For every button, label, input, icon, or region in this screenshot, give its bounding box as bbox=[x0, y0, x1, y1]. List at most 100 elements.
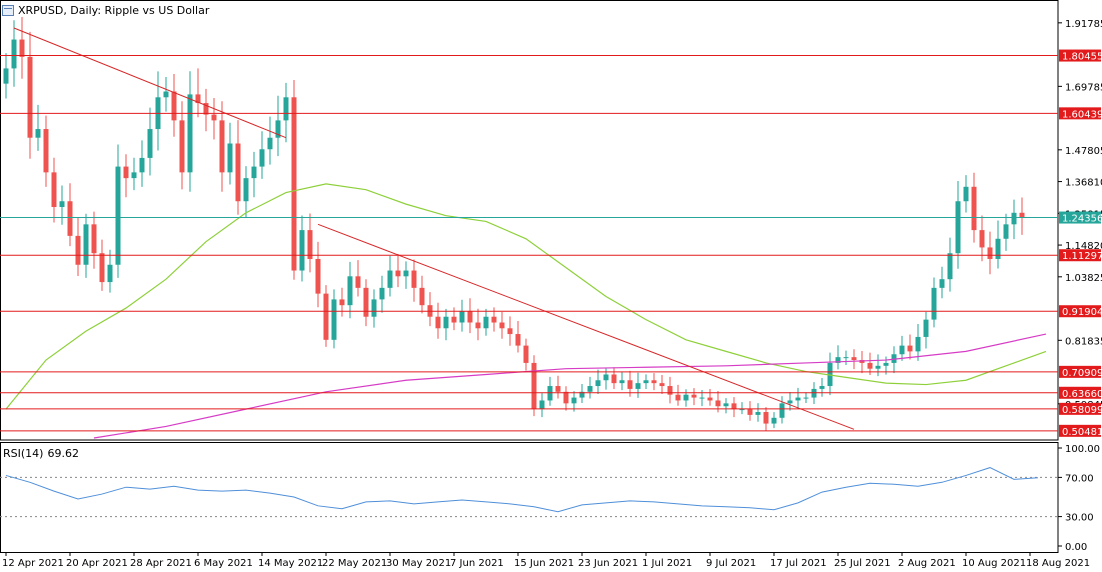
candle-body bbox=[387, 270, 393, 288]
candle-body bbox=[483, 316, 489, 329]
candle-body bbox=[939, 279, 945, 288]
candle-body bbox=[459, 310, 465, 323]
time-tick-label: 12 Apr 2021 bbox=[2, 558, 64, 569]
candle-body bbox=[955, 201, 961, 254]
level-tag bbox=[1059, 424, 1101, 437]
candle-body bbox=[1019, 212, 1025, 218]
candle-body bbox=[851, 357, 857, 361]
candle-body bbox=[307, 230, 313, 259]
candle-body bbox=[219, 120, 225, 173]
level-tag bbox=[1059, 305, 1101, 318]
candle-body bbox=[115, 166, 121, 265]
time-tick-label: 28 Apr 2021 bbox=[130, 558, 192, 569]
candle-body bbox=[979, 230, 985, 248]
trendline bbox=[317, 223, 855, 430]
level-tag-label: 0.70909 bbox=[1062, 368, 1102, 379]
candle-body bbox=[347, 276, 353, 306]
price-tick-label: 0.81835 bbox=[1065, 336, 1102, 347]
candle-body bbox=[723, 403, 729, 407]
level-tag-label: 1.11297 bbox=[1062, 251, 1102, 262]
chart-title-bar: XRPUSD, Daily: Ripple vs US Dollar bbox=[2, 2, 209, 18]
level-tag bbox=[1059, 386, 1101, 399]
candle-body bbox=[875, 365, 881, 369]
level-tag bbox=[1059, 249, 1101, 262]
price-tick-label: 1.69785 bbox=[1065, 82, 1102, 93]
candle-body bbox=[283, 97, 289, 121]
chart-title: XRPUSD, Daily: Ripple vs US Dollar bbox=[18, 3, 210, 17]
candle-body bbox=[451, 316, 457, 323]
candle-body bbox=[411, 270, 417, 288]
candle-body bbox=[35, 129, 41, 138]
candle-body bbox=[299, 230, 305, 271]
time-tick-label: 2 Aug 2021 bbox=[898, 558, 956, 569]
candle-body bbox=[43, 129, 49, 173]
candle-body bbox=[83, 224, 89, 265]
level-tag bbox=[1059, 402, 1101, 415]
rsi-plot-frame bbox=[0, 442, 1059, 553]
level-tag bbox=[1059, 107, 1101, 120]
candle-body bbox=[379, 287, 385, 300]
main-plot-frame bbox=[0, 0, 1059, 441]
candle-body bbox=[291, 97, 297, 271]
candle-body bbox=[419, 287, 425, 306]
candle-body bbox=[635, 383, 641, 389]
level-tag-label: 0.50481 bbox=[1062, 427, 1102, 438]
candle-body bbox=[907, 345, 913, 352]
price-tick-label: 1.47805 bbox=[1065, 146, 1102, 157]
candle-body bbox=[59, 201, 65, 208]
candle-body bbox=[523, 345, 529, 363]
candle-body bbox=[139, 157, 145, 173]
time-tick-label: 9 Jul 2021 bbox=[706, 558, 756, 569]
candle-body bbox=[555, 386, 561, 392]
level-tag-label: 0.58099 bbox=[1062, 405, 1102, 416]
candle-body bbox=[147, 129, 153, 158]
rsi-name: RSI(14) bbox=[3, 447, 44, 460]
rsi-tick-label: 100.00 bbox=[1065, 444, 1100, 455]
time-tick-label: 18 Aug 2021 bbox=[1026, 558, 1090, 569]
candle-body bbox=[699, 397, 705, 399]
trendline bbox=[13, 27, 287, 139]
candle-body bbox=[603, 374, 609, 381]
candle-body bbox=[251, 166, 257, 179]
candle-body bbox=[403, 270, 409, 277]
candle-body bbox=[563, 391, 569, 404]
level-tag bbox=[1059, 49, 1101, 62]
candle-body bbox=[515, 334, 521, 346]
time-tick-label: 14 May 2021 bbox=[258, 558, 323, 569]
candle-body bbox=[995, 238, 1001, 259]
candle-body bbox=[171, 91, 177, 121]
candle-body bbox=[355, 276, 361, 288]
rsi-label: RSI(14) 69.62 bbox=[3, 447, 79, 460]
rsi-tick-label: 70.00 bbox=[1065, 473, 1094, 484]
candle-body bbox=[315, 258, 321, 294]
time-tick-label: 1 Jul 2021 bbox=[642, 558, 692, 569]
level-tag-label: 1.80455 bbox=[1062, 52, 1102, 63]
candle-body bbox=[739, 409, 745, 411]
candle-body bbox=[331, 299, 337, 340]
candle-body bbox=[75, 235, 81, 265]
time-tick-label: 10 Aug 2021 bbox=[962, 558, 1026, 569]
candle-body bbox=[267, 137, 273, 150]
candle-body bbox=[323, 293, 329, 340]
candle-body bbox=[715, 400, 721, 407]
candle-body bbox=[899, 345, 905, 355]
candle-body bbox=[395, 270, 401, 277]
time-tick-label: 23 Jun 2021 bbox=[578, 558, 638, 569]
candle-body bbox=[187, 94, 193, 173]
window-icon bbox=[2, 4, 14, 16]
candle-body bbox=[795, 397, 801, 401]
candle-body bbox=[51, 172, 57, 208]
candle-body bbox=[123, 166, 129, 179]
rsi-value: 69.62 bbox=[47, 447, 79, 460]
time-tick-label: 6 May 2021 bbox=[194, 558, 253, 569]
candle-body bbox=[539, 400, 545, 410]
candle-body bbox=[363, 287, 369, 317]
candle-body bbox=[1011, 212, 1017, 225]
candle-body bbox=[915, 336, 921, 352]
candle-body bbox=[779, 403, 785, 418]
moving-average-line bbox=[5, 183, 1047, 410]
candle-body bbox=[763, 412, 769, 424]
candle-body bbox=[947, 253, 953, 280]
candle-body bbox=[491, 316, 497, 323]
candle-body bbox=[643, 380, 649, 384]
